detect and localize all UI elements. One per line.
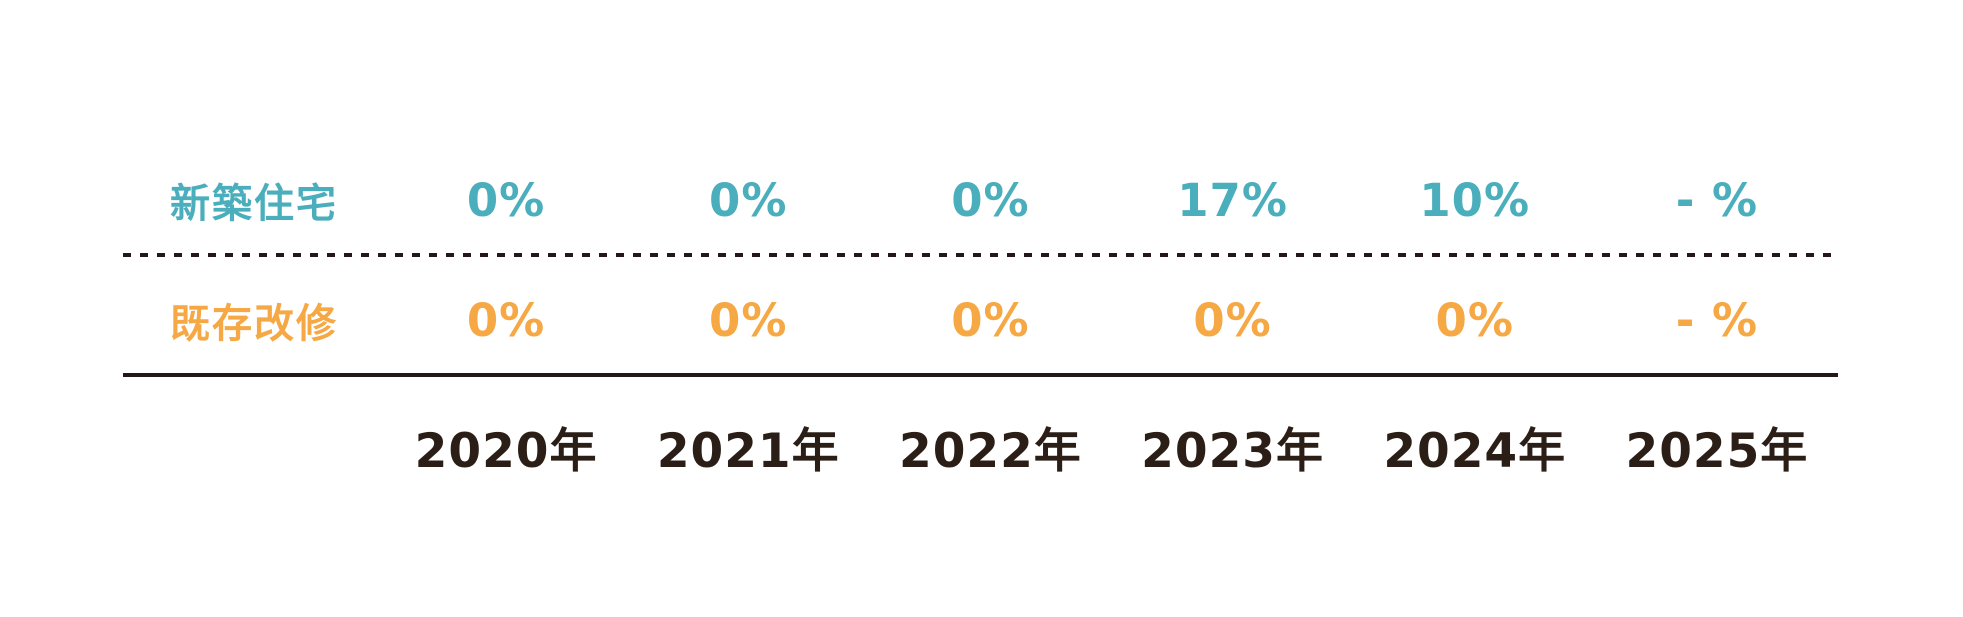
value-new-construction-2023: 17%: [1177, 173, 1288, 227]
value-existing-renovation-2024: 0%: [1435, 293, 1514, 347]
year-label-2021: 2021年: [656, 424, 840, 479]
solid-divider: [123, 373, 1838, 377]
year-label-2022: 2022年: [899, 424, 1082, 479]
value-new-construction-2025: - %: [1675, 173, 1759, 227]
row-new-construction: 新築住宅 0% 0% 0% 17% 10% - %: [123, 168, 1838, 232]
value-existing-renovation-2022: 0%: [951, 293, 1030, 347]
row-label-existing-renovation: 既存改修: [170, 301, 338, 347]
value-existing-renovation-2020: 0%: [466, 293, 546, 347]
value-existing-renovation-2025: - %: [1675, 293, 1759, 347]
row-existing-renovation: 既存改修 0% 0% 0% 0% 0% - %: [123, 288, 1838, 352]
year-label-2024: 2024年: [1383, 424, 1567, 479]
year-label-2023: 2023年: [1141, 424, 1324, 479]
row-year-labels: 2020年 2021年 2022年 2023年 2024年 2025年: [123, 412, 1838, 479]
row-label-new-construction: 新築住宅: [170, 181, 338, 227]
value-new-construction-2024: 10%: [1419, 173, 1531, 227]
value-new-construction-2020: 0%: [466, 173, 546, 227]
value-new-construction-2022: 0%: [951, 173, 1030, 227]
year-label-2025: 2025年: [1625, 424, 1809, 479]
year-label-2020: 2020年: [414, 424, 598, 479]
value-existing-renovation-2023: 0%: [1193, 293, 1272, 347]
value-existing-renovation-2021: 0%: [709, 293, 788, 347]
dotted-divider: [123, 253, 1838, 257]
value-new-construction-2021: 0%: [709, 173, 788, 227]
